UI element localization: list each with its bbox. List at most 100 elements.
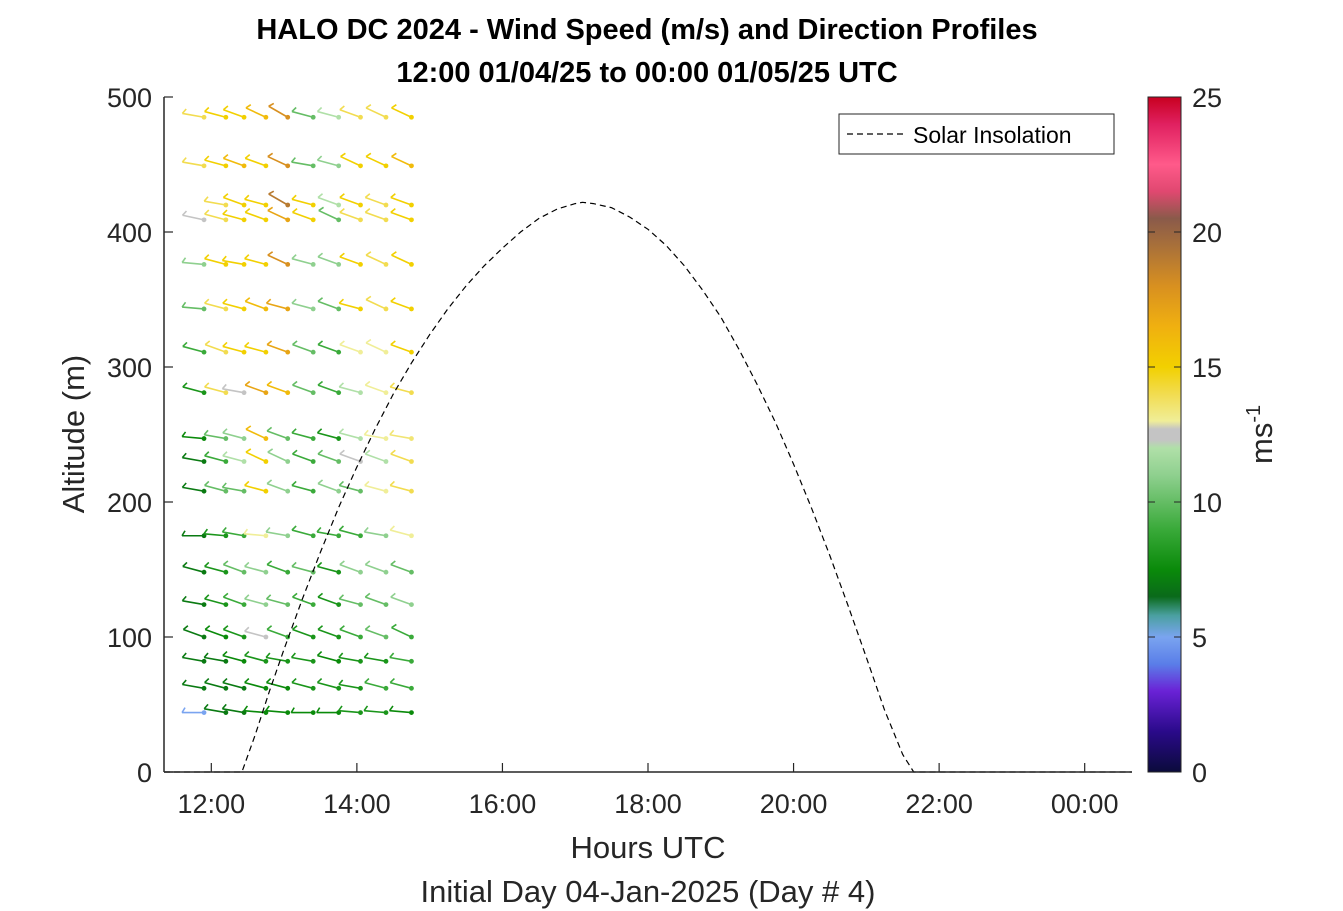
wind-barb-dot xyxy=(241,658,247,664)
wind-barb xyxy=(391,104,414,120)
wind-barb-feather xyxy=(203,652,209,659)
wind-barb-feather xyxy=(244,677,250,684)
wind-barb-feather xyxy=(391,251,397,256)
wind-barb-feather xyxy=(204,625,211,631)
wind-barb xyxy=(389,480,414,494)
wind-barb xyxy=(390,560,414,575)
wind-barb-feather xyxy=(389,382,395,388)
wind-barb-dot xyxy=(201,634,207,640)
wind-barb-dot xyxy=(336,349,342,355)
wind-barb-shaft xyxy=(244,484,267,492)
wind-barb-shaft xyxy=(268,105,289,118)
wind-barb xyxy=(292,340,316,355)
wind-barb xyxy=(204,594,229,607)
wind-barb xyxy=(317,193,342,208)
wind-barb-dot xyxy=(358,634,363,640)
series-layer xyxy=(164,201,1132,773)
wind-barb xyxy=(291,525,316,539)
wind-barb-dot xyxy=(383,306,389,312)
wind-barb-feather xyxy=(204,594,210,600)
wind-barb xyxy=(317,479,342,494)
wind-barb-dot xyxy=(263,459,269,464)
wind-barb-dot xyxy=(409,634,414,640)
wind-barb-feather xyxy=(204,480,210,487)
wind-barb xyxy=(290,652,316,664)
wind-barb-feather xyxy=(363,652,369,659)
wind-barb-shaft xyxy=(182,345,205,353)
wind-barb-shaft xyxy=(390,529,412,537)
wind-barb xyxy=(291,480,316,494)
wind-barb xyxy=(338,525,363,539)
wind-barb-feather xyxy=(243,705,249,712)
wind-barb xyxy=(292,625,316,640)
wind-barb-shaft xyxy=(389,433,412,440)
wind-barb-feather xyxy=(391,152,397,158)
wind-barb xyxy=(316,106,342,120)
wind-barb-feather xyxy=(203,429,209,436)
wind-barb-dot xyxy=(241,685,247,691)
wind-barb-shaft xyxy=(222,345,245,353)
wind-barb-feather xyxy=(222,209,228,215)
wind-barb xyxy=(266,560,291,575)
wind-barb-dot xyxy=(358,710,363,715)
wind-barb xyxy=(181,482,207,494)
wind-barb-shaft xyxy=(266,563,289,573)
wind-barb-feather xyxy=(182,625,189,631)
wind-barb-dot xyxy=(358,602,363,607)
legend-label-solar-insolation: Solar Insolation xyxy=(913,122,1072,148)
wind-barb xyxy=(204,298,229,312)
wind-barb-feather xyxy=(390,592,396,598)
wind-barb-dot xyxy=(201,349,207,355)
wind-barb-feather xyxy=(340,152,346,158)
wind-barb-shaft xyxy=(317,654,339,663)
wind-barb-dot xyxy=(336,202,342,208)
wind-barb-feather xyxy=(244,254,250,260)
wind-barb-feather xyxy=(244,480,250,487)
wind-barb-shaft xyxy=(204,433,227,440)
wind-barb xyxy=(391,251,414,267)
wind-barb-feather xyxy=(222,105,229,111)
wind-barb-feather xyxy=(317,297,324,303)
wind-barbs-layer xyxy=(181,102,414,715)
wind-barb-dot xyxy=(358,658,363,664)
wind-barb-dot xyxy=(201,685,207,691)
wind-barb-dot xyxy=(336,262,342,267)
wind-barb-shaft xyxy=(244,198,267,206)
wind-barb-dot xyxy=(336,217,342,223)
wind-barb-dot xyxy=(285,533,291,539)
wind-barb xyxy=(222,451,247,464)
wind-barb-dot xyxy=(263,349,269,355)
wind-barb xyxy=(363,705,389,715)
wind-barb-shaft xyxy=(222,531,245,537)
wind-barb-dot xyxy=(263,569,269,575)
wind-barb-shaft xyxy=(204,656,227,663)
wind-barb-dot xyxy=(223,459,229,464)
wind-barb-shaft xyxy=(338,683,361,690)
wind-barb-feather xyxy=(291,677,297,684)
wind-barb-dot xyxy=(310,533,316,539)
legend: Solar Insolation xyxy=(838,113,1115,155)
wind-barb-dot xyxy=(310,459,316,464)
wind-barb-shaft xyxy=(222,455,245,463)
wind-barb xyxy=(222,650,247,664)
wind-barb-dot xyxy=(241,202,247,208)
wind-barb-dot xyxy=(285,436,291,441)
wind-barb-dot xyxy=(310,634,316,640)
chart-subtitle: 12:00 01/04/25 to 00:00 01/05/25 UTC xyxy=(396,57,897,89)
x-tick-label: 18:00 xyxy=(614,789,682,819)
wind-barb-feather xyxy=(181,301,187,308)
wind-barb-feather xyxy=(265,677,272,684)
wind-barb-shaft xyxy=(182,656,205,663)
wind-barb-shaft xyxy=(265,709,288,714)
wind-barb-feather xyxy=(244,208,251,213)
wind-barb xyxy=(222,209,247,223)
wind-barb-shaft xyxy=(363,709,387,714)
wind-barb-shaft xyxy=(291,565,314,573)
wind-barb-dot xyxy=(223,685,229,691)
wind-barb xyxy=(243,528,269,539)
wind-barb-feather xyxy=(265,527,271,533)
wind-barb xyxy=(182,341,207,355)
wind-barb-feather xyxy=(181,257,187,263)
wind-barb-dot xyxy=(383,602,389,607)
x-tick-label: 12:00 xyxy=(178,789,246,819)
